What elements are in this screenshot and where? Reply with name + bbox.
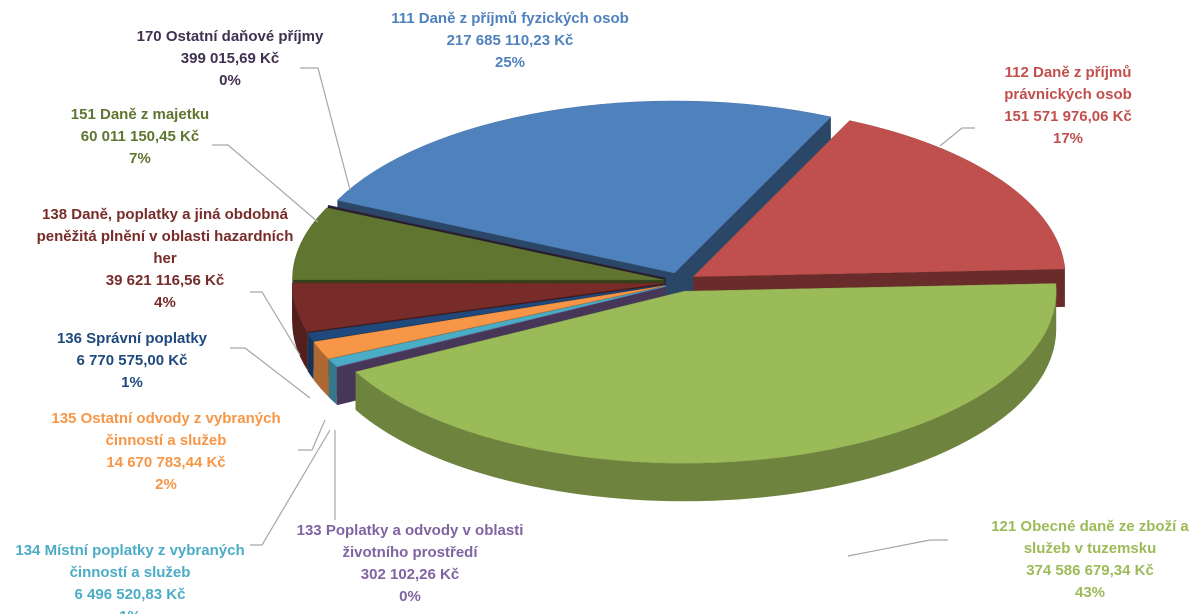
data-label: 134 Místní poplatky z vybraných činností… (0, 540, 260, 614)
label-name: 133 Poplatky a odvody v oblasti životníh… (296, 522, 532, 561)
slice (336, 100, 832, 274)
slice (292, 207, 665, 281)
leader-line (939, 127, 975, 147)
data-label: 135 Ostatní odvody z vybraných činností … (36, 408, 296, 496)
label-value: 6 496 520,83 Kč (74, 586, 186, 603)
label-value: 374 586 679,34 Kč (1026, 562, 1154, 579)
slice-rim (292, 283, 308, 370)
slice-rim (313, 341, 329, 397)
slice (307, 284, 665, 342)
data-label: 136 Správní poplatky 6 770 575,00 Kč 1% (22, 328, 242, 394)
leader-line (250, 429, 331, 546)
slice (328, 286, 666, 367)
label-name: 151 Daně z majetku (70, 106, 210, 123)
leader-line (847, 539, 948, 557)
data-label: 133 Poplatky a odvody v oblasti životníh… (280, 520, 540, 608)
leader-line (250, 291, 301, 356)
label-name: 134 Místní poplatky z vybraných činností… (15, 542, 249, 581)
label-percent: 0% (399, 588, 421, 605)
label-name: 135 Ostatní odvody z vybraných činností … (51, 410, 285, 449)
data-label: 151 Daně z majetku 60 011 150,45 Kč 7% (30, 104, 250, 170)
label-percent: 1% (0, 606, 260, 614)
label-name: 112 Daně z příjmů právnických osob (1004, 64, 1136, 103)
data-label: 121 Obecné daně ze zboží a služeb v tuze… (980, 516, 1200, 604)
slice (692, 120, 1066, 277)
label-value: 14 670 783,44 Kč (106, 454, 226, 471)
label-percent: 2% (155, 476, 177, 493)
label-percent: 43% (1074, 584, 1106, 601)
label-percent: 7% (129, 150, 151, 167)
leader-line (300, 67, 351, 191)
data-label: 138 Daně, poplatky a jiná obdobná peněži… (25, 204, 305, 314)
label-value: 302 102,26 Kč (360, 566, 460, 583)
label-percent: 4% (154, 294, 176, 311)
label-name: 170 Ostatní daňové příjmy (136, 28, 324, 45)
leader-line (212, 144, 319, 223)
label-percent: 1% (121, 374, 143, 391)
label-name: 111 Daně z příjmů fyzických osob (391, 10, 629, 27)
label-percent: 25% (494, 54, 526, 71)
label-value: 6 770 575,00 Kč (76, 352, 188, 369)
label-value: 399 015,69 Kč (180, 50, 280, 67)
label-percent: 0% (219, 72, 241, 89)
label-name: 136 Správní poplatky (56, 330, 208, 347)
data-label: 170 Ostatní daňové příjmy 399 015,69 Kč 0% (105, 26, 355, 92)
slice (291, 282, 665, 332)
slice (355, 283, 1057, 464)
data-label: 111 Daně z příjmů fyzických osob 217 685 … (365, 8, 655, 74)
label-name: 121 Obecné daně ze zboží a služeb v tuze… (991, 518, 1193, 557)
slice-rim (307, 333, 314, 380)
label-value: 151 571 976,06 Kč (1004, 108, 1132, 125)
label-value: 39 621 116,56 Kč (105, 272, 225, 289)
leader-line (230, 347, 311, 399)
slice (327, 204, 666, 279)
slice-rim (355, 291, 1057, 502)
label-percent: 17% (1052, 130, 1084, 147)
slice (313, 285, 666, 359)
label-value: 60 011 150,45 Kč (80, 128, 200, 145)
leader-line (298, 419, 326, 451)
label-value: 217 685 110,23 Kč (446, 32, 574, 49)
label-name: 138 Daně, poplatky a jiná obdobná peněži… (36, 206, 298, 267)
data-label: 112 Daně z příjmů právnických osob 151 57… (968, 62, 1168, 150)
slice-rim (328, 359, 337, 405)
